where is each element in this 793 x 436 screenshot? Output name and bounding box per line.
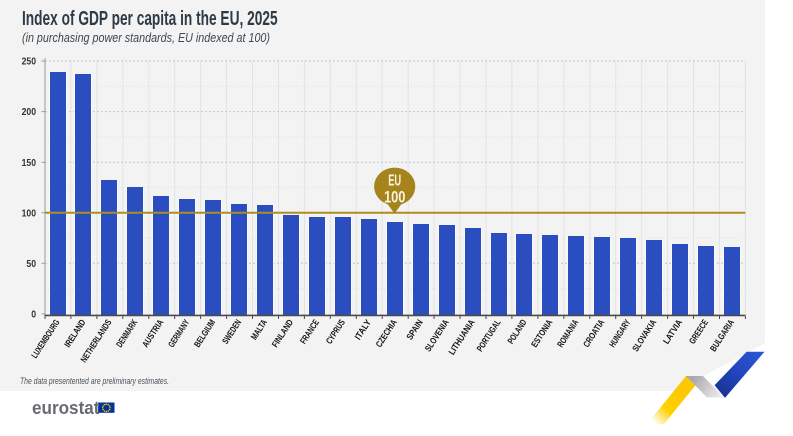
svg-text:150: 150 (22, 158, 37, 169)
svg-text:CYPRUS: CYPRUS (324, 318, 347, 346)
svg-text:100: 100 (22, 208, 37, 219)
svg-text:100: 100 (384, 188, 406, 206)
svg-text:AUSTRIA: AUSTRIA (140, 317, 165, 349)
svg-text:MALTA: MALTA (249, 317, 270, 341)
svg-text:GERMANY: GERMANY (166, 318, 191, 349)
svg-text:ESTONIA: ESTONIA (529, 317, 554, 349)
svg-text:LUXEMBOURG: LUXEMBOURG (29, 318, 61, 360)
svg-text:200: 200 (22, 107, 37, 118)
svg-text:SPAIN: SPAIN (404, 318, 424, 342)
svg-text:HUNGARY: HUNGARY (607, 318, 632, 349)
svg-text:LITHUANIA: LITHUANIA (447, 317, 477, 356)
svg-text:DENMARK: DENMARK (114, 317, 139, 349)
svg-text:ROMANIA: ROMANIA (555, 317, 580, 349)
svg-text:50: 50 (26, 259, 36, 270)
svg-text:BELGIUM: BELGIUM (192, 318, 217, 349)
svg-text:IRELAND: IRELAND (62, 317, 87, 349)
svg-text:BULGARIA: BULGARIA (708, 317, 736, 353)
svg-text:0: 0 (31, 310, 36, 321)
svg-text:ITALY: ITALY (353, 318, 373, 342)
svg-text:GREECE: GREECE (687, 318, 710, 346)
svg-text:250: 250 (22, 57, 37, 68)
svg-text:LATVIA: LATVIA (661, 317, 684, 345)
svg-text:EU: EU (388, 173, 401, 190)
svg-text:SLOVENIA: SLOVENIA (423, 317, 451, 353)
svg-text:SWEDEN: SWEDEN (220, 318, 243, 346)
svg-text:FRANCE: FRANCE (298, 318, 321, 346)
svg-text:CROATIA: CROATIA (581, 317, 606, 349)
svg-text:SLOVAKIA: SLOVAKIA (630, 317, 658, 353)
svg-text:FINLAND: FINLAND (270, 317, 295, 349)
svg-text:POLAND: POLAND (505, 317, 528, 345)
svg-text:PORTUGAL: PORTUGAL (475, 317, 503, 353)
svg-text:CZECHIA: CZECHIA (374, 317, 399, 349)
